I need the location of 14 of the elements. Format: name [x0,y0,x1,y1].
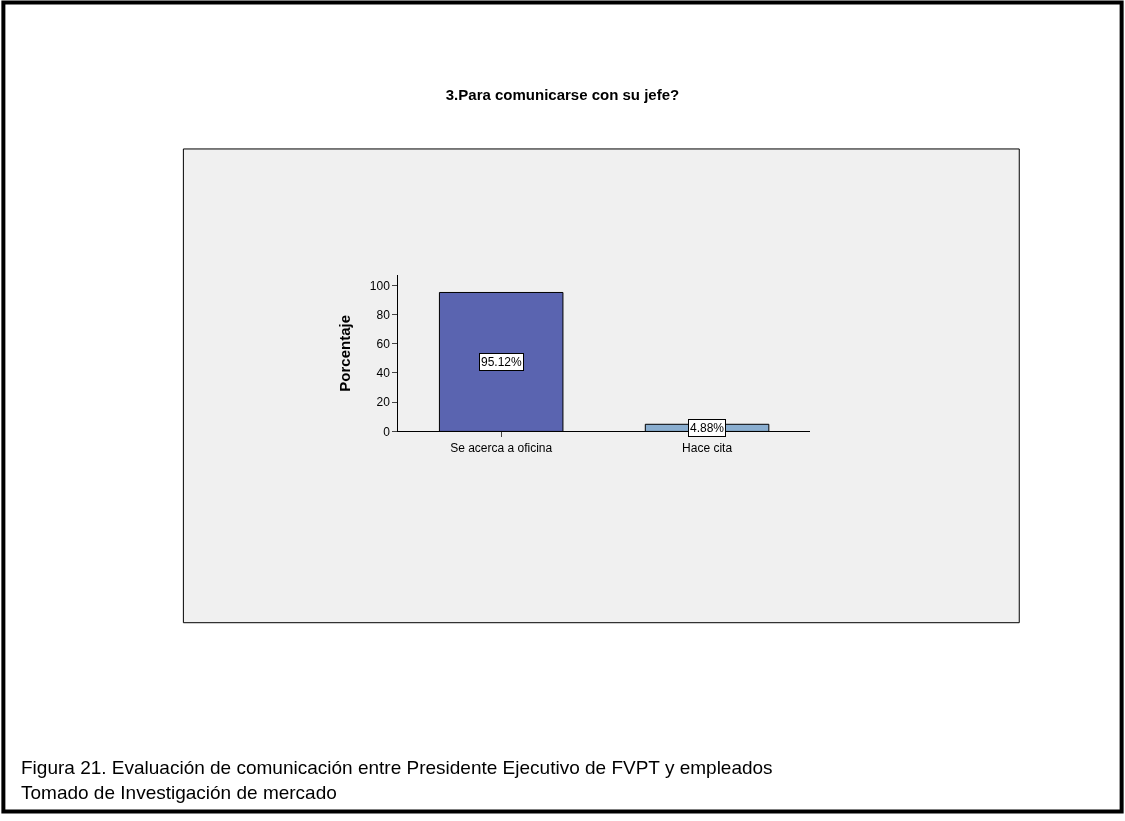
y-tick-label: 40 [376,366,391,381]
data-label: 4.88% [690,421,725,435]
y-axis-title: Porcentaje [336,314,354,392]
y-tick-label: 0 [383,424,391,439]
y-tick-label: 60 [376,336,391,351]
chart-title: 3.Para comunicarse con su jefe? [445,86,680,104]
y-tick-label: 20 [376,395,391,410]
text: Figura 21. Evaluación de comunicación entre Presidente Ejecutivo de FVPT y empleados [21,757,773,778]
data-label: 95.12% [481,355,523,369]
x-tick-label: Hace cita [682,440,733,455]
x-tick-label: Se acerca a oficina [450,440,553,455]
y-tick-label: 100 [369,278,391,293]
y-tick-label: 80 [376,307,391,322]
text: Tomado de Investigación de mercado [21,782,337,803]
